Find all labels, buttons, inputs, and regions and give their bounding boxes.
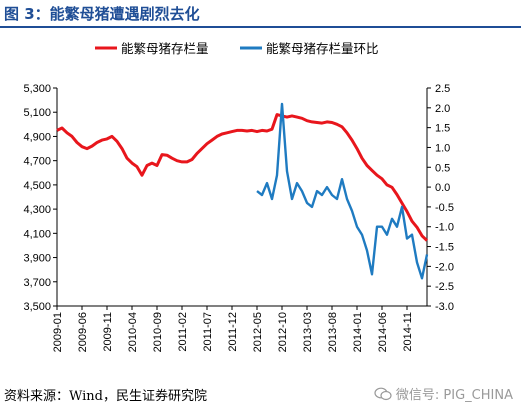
x-tick-label: 2010-04 <box>127 312 139 352</box>
x-tick-label: 2012-10 <box>277 312 289 352</box>
y-right-tick-label: -2.0 <box>435 261 454 273</box>
y-left-tick-label: 4,500 <box>23 180 51 192</box>
x-tick-label: 2010-09 <box>152 312 164 352</box>
x-tick-label: 2012-05 <box>252 312 264 352</box>
series-line-1 <box>56 113 429 242</box>
legend-label-1: 能繁母猪存栏量 <box>121 41 209 56</box>
x-tick-label: 2011-07 <box>202 312 214 352</box>
watermark: 微信号: PIG_CHINA <box>374 384 513 403</box>
y-left-tick-label: 4,300 <box>23 204 51 216</box>
source-note: 资料来源：Wind，民生证券研究院 <box>4 389 207 404</box>
wechat-icon <box>374 387 392 401</box>
x-tick-label: 2013-03 <box>302 312 314 352</box>
y-left-tick-label: 4,700 <box>23 156 51 168</box>
y-right-tick-label: -1.5 <box>435 242 454 254</box>
x-tick-label: 2009-11 <box>102 312 114 352</box>
y-left-tick-label: 3,700 <box>23 277 51 289</box>
y-right-tick-label: -3.0 <box>435 301 454 313</box>
chart-title: 图 3：能繁母猪遭遇剧烈去化 <box>4 5 200 23</box>
y-right-tick-label: 2.5 <box>435 83 450 95</box>
x-tick-label: 2011-02 <box>177 312 189 352</box>
y-right-tick-label: 1.0 <box>435 142 450 154</box>
y-right-tick-label: -1.0 <box>435 222 454 234</box>
y-right-tick-label: -0.5 <box>435 202 454 214</box>
y-left-tick-label: 5,100 <box>23 107 51 119</box>
y-left-tick-label: 3,500 <box>23 301 51 313</box>
watermark-text: 微信号: PIG_CHINA <box>395 388 513 403</box>
y-left-tick-label: 4,100 <box>23 228 51 240</box>
y-right-tick-label: 2.0 <box>435 103 450 115</box>
series-line-2 <box>256 102 429 280</box>
y-left-tick-label: 4,900 <box>23 131 51 143</box>
y-left-tick-label: 3,900 <box>23 253 51 265</box>
title-bar: 图 3：能繁母猪遭遇剧烈去化 <box>0 0 521 28</box>
x-tick-label: 2014-11 <box>402 312 414 352</box>
x-tick-label: 2014-01 <box>352 312 364 352</box>
y-right-tick-label: -2.5 <box>435 281 454 293</box>
x-tick-label: 2014-06 <box>377 312 389 352</box>
y-right-tick-label: 0.5 <box>435 162 450 174</box>
y-right-tick-label: 1.5 <box>435 123 450 135</box>
legend-label-2: 能繁母猪存栏量环比 <box>266 41 379 56</box>
x-tick-label: 2011-12 <box>227 312 239 352</box>
y-left-tick-label: 5,300 <box>23 83 51 95</box>
y-right-tick-label: 0.0 <box>435 182 450 194</box>
chart-canvas: 3,500 3,700 3,900 4,100 4,300 4,500 4,700 4,900… <box>23 41 454 352</box>
x-tick-label: 2009-01 <box>52 312 64 352</box>
x-tick-label: 2009-06 <box>77 312 89 352</box>
x-tick-label: 2013-08 <box>327 312 339 352</box>
